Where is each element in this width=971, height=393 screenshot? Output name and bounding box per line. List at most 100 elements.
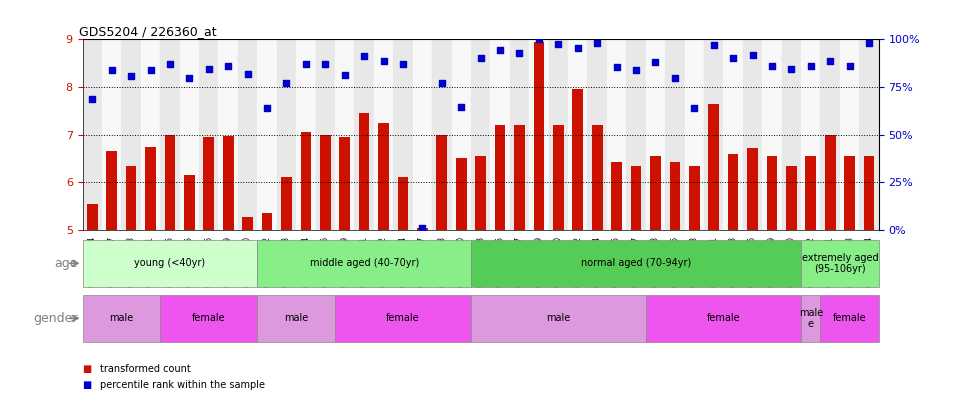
Point [220,62,236,69]
Bar [354,39,374,230]
Bar [825,134,836,230]
Bar [767,156,778,230]
Point [279,80,294,86]
Bar [243,217,253,230]
Bar [840,39,859,230]
Bar [277,39,296,230]
Bar [223,136,234,230]
Bar [471,240,801,287]
Bar [121,39,141,230]
Bar [83,39,102,230]
Bar [515,125,525,230]
Bar [257,240,471,287]
Point [395,61,411,67]
Bar [379,123,389,230]
Bar [257,295,335,342]
Point [201,66,217,72]
Bar [651,156,661,230]
Bar [646,39,665,230]
Bar [665,39,685,230]
Point [589,40,605,46]
Bar [257,39,277,230]
Bar [180,39,199,230]
Point [725,55,741,62]
Bar [471,39,490,230]
Bar [218,39,238,230]
Point [706,42,721,48]
Point [764,62,780,69]
Point [104,67,119,73]
Point [512,50,527,56]
Bar [102,39,121,230]
Point [842,62,857,69]
Bar [452,39,471,230]
Bar [743,39,762,230]
Text: female: female [833,313,866,323]
Bar [398,178,409,230]
Bar [83,240,257,287]
Bar [612,162,622,230]
Bar [262,213,273,230]
Bar [418,228,428,230]
Bar [845,156,855,230]
Text: female: female [386,313,419,323]
Bar [160,39,180,230]
Bar [141,39,160,230]
Bar [495,125,506,230]
Text: female: female [192,313,225,323]
Text: age: age [54,257,78,270]
Point [784,66,799,72]
Bar [432,39,452,230]
Text: female: female [707,313,740,323]
Bar [704,39,723,230]
Text: GDS5204 / 226360_at: GDS5204 / 226360_at [79,25,217,38]
Point [609,64,624,70]
Bar [374,39,393,230]
Bar [689,165,700,230]
Bar [184,175,195,230]
Bar [204,137,215,230]
Bar [437,134,448,230]
Bar [820,39,840,230]
Text: male: male [110,313,133,323]
Bar [762,39,782,230]
Bar [568,39,587,230]
Bar [165,134,176,230]
Bar [806,156,816,230]
Bar [146,147,156,230]
Bar [631,165,642,230]
Bar [413,39,432,230]
Bar [296,39,316,230]
Bar [626,39,646,230]
Bar [723,39,743,230]
Bar [549,39,568,230]
Point [628,67,644,73]
Bar [670,162,681,230]
Point [376,58,391,64]
Point [162,61,178,67]
Point [240,70,255,77]
Bar [748,148,758,230]
Point [551,41,566,47]
Point [745,51,760,58]
Bar [87,204,98,230]
Bar [320,134,331,230]
Bar [646,295,801,342]
Point [667,75,683,81]
Text: young (<40yr): young (<40yr) [134,258,206,268]
Point [453,104,469,110]
Text: normal aged (70-94yr): normal aged (70-94yr) [581,258,691,268]
Bar [553,125,564,230]
Bar [864,156,875,230]
Point [492,47,508,53]
Bar [393,39,413,230]
Point [318,61,333,67]
Bar [592,125,603,230]
Point [356,53,372,59]
Text: ■: ■ [83,380,92,390]
Point [822,58,838,64]
Point [123,73,139,80]
Point [415,224,430,231]
Point [84,96,100,102]
Bar [709,104,719,230]
